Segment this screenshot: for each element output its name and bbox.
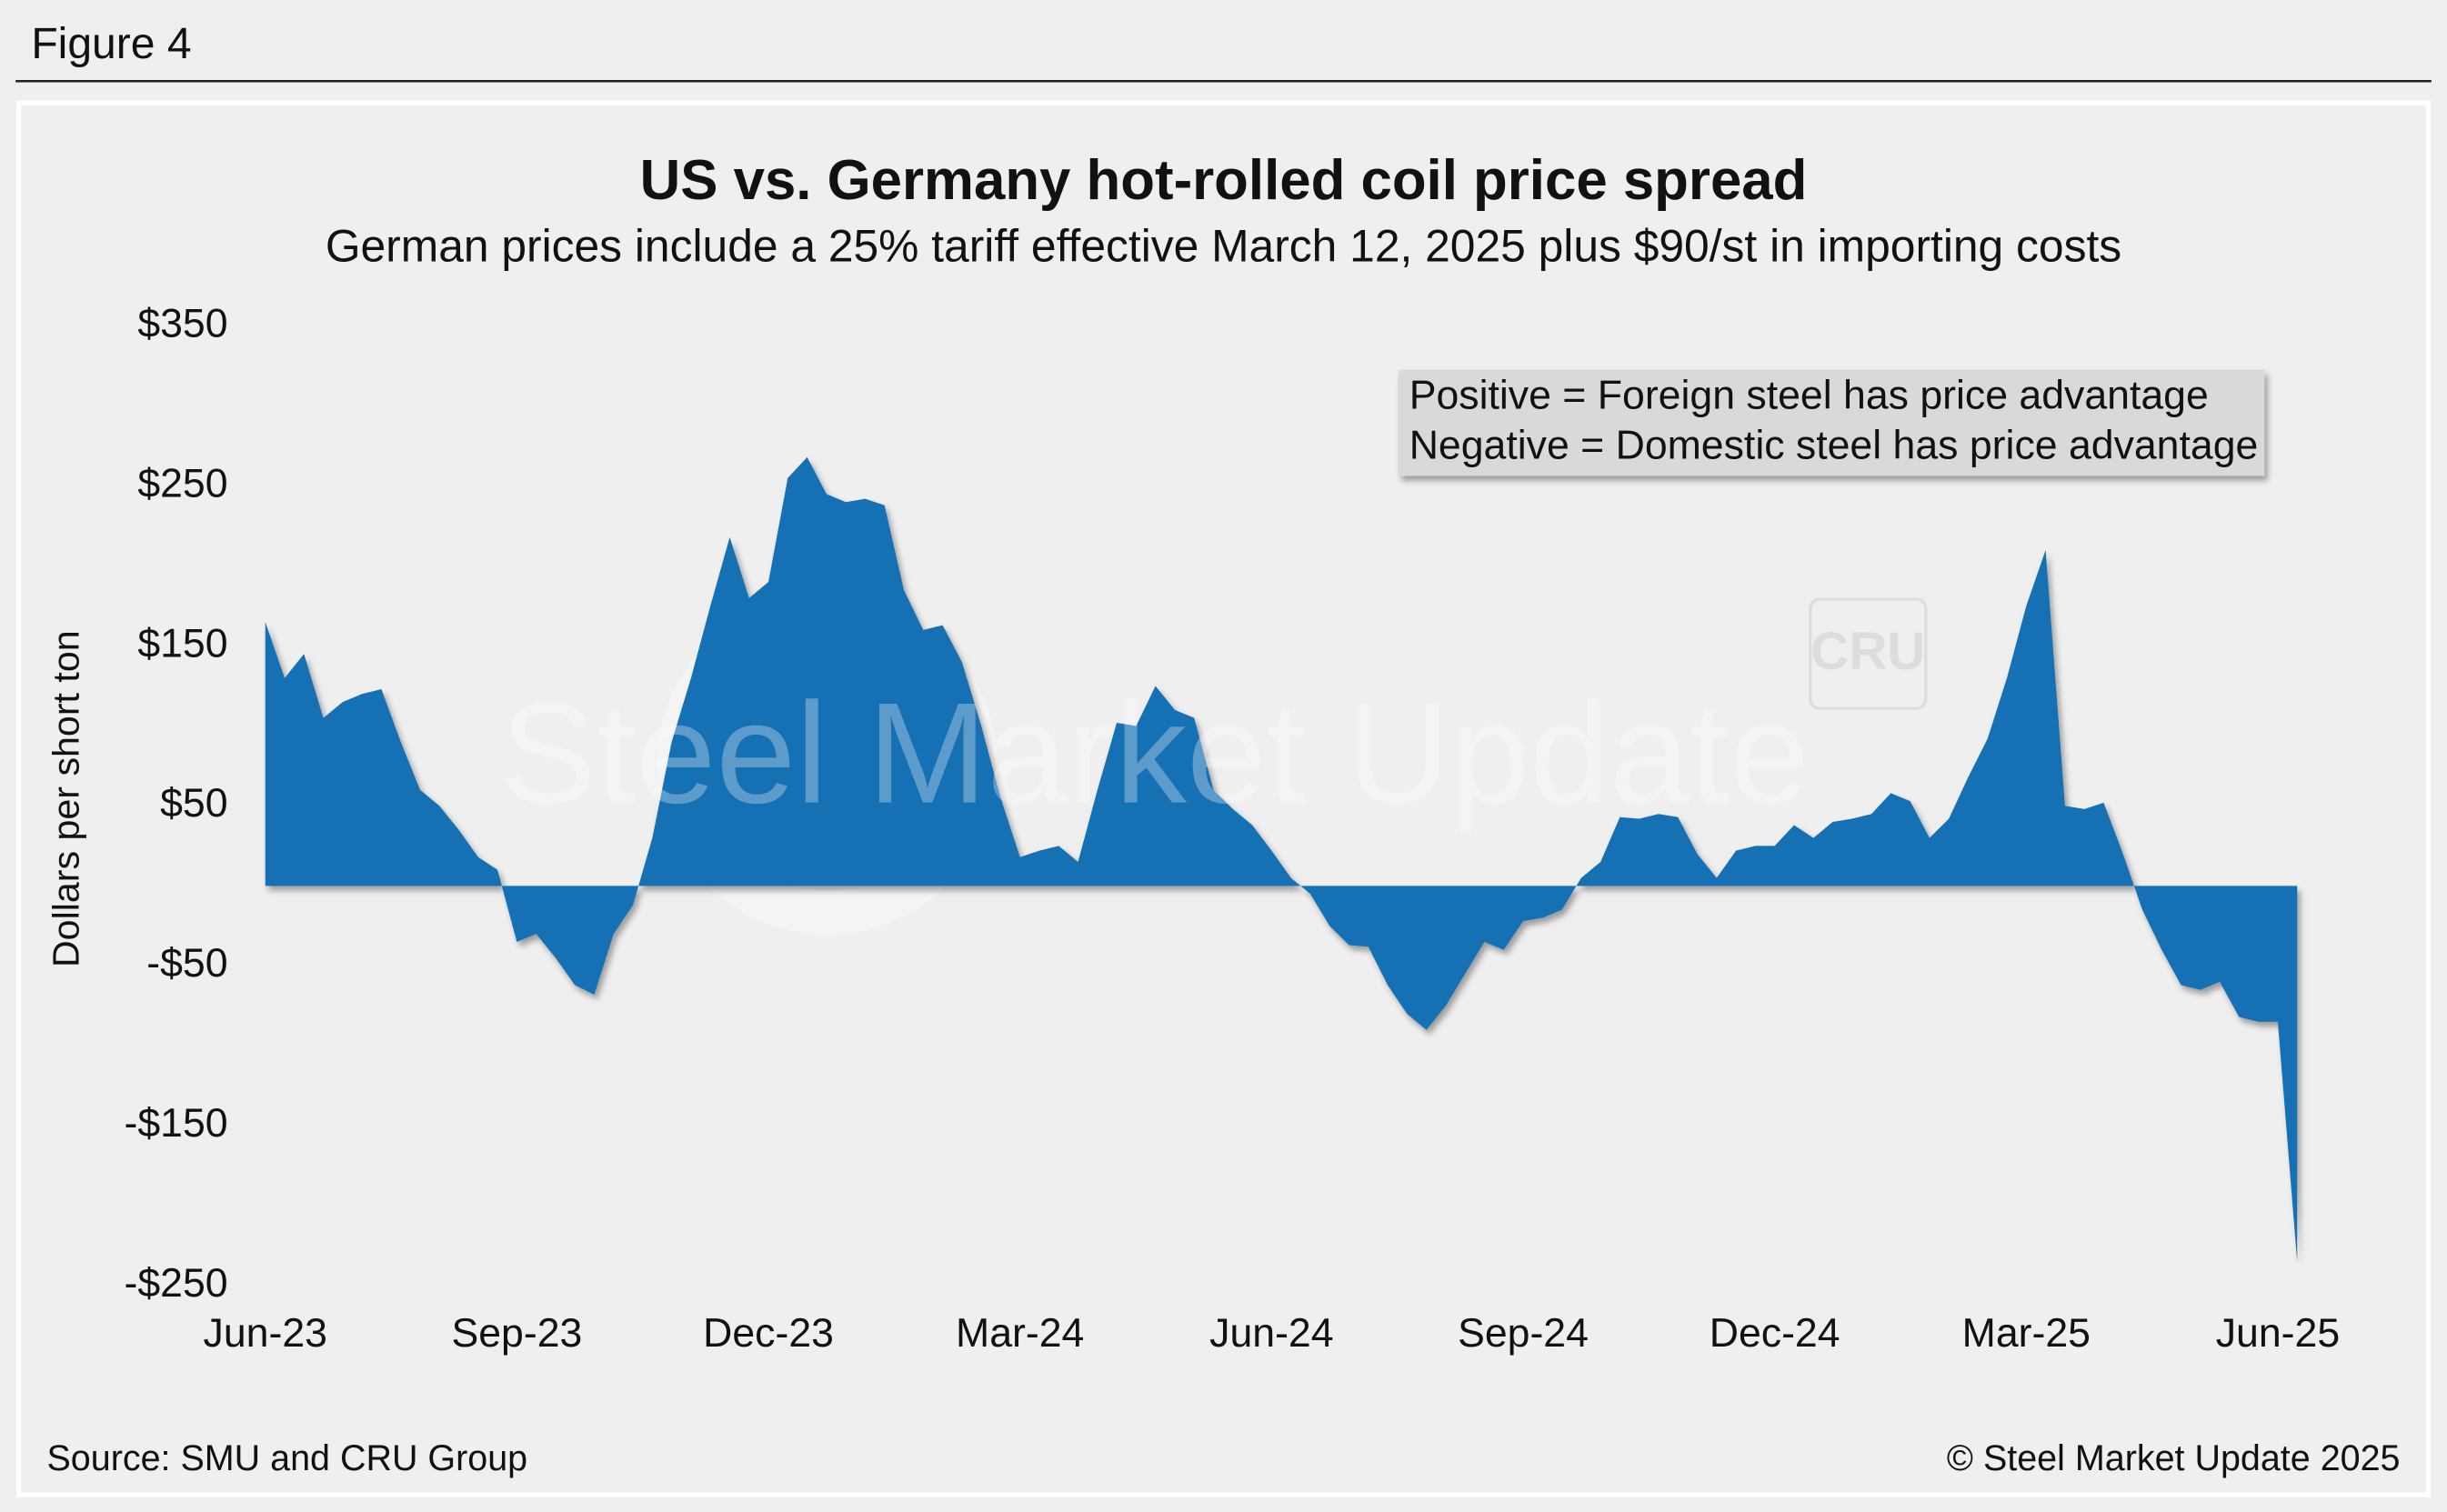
watermark: Steel Market Update xyxy=(500,674,1809,834)
y-tick-label: -$50 xyxy=(146,941,227,986)
y-tick-label: -$250 xyxy=(124,1261,227,1306)
y-tick-label: $350 xyxy=(137,301,227,345)
x-tick-label: Dec-23 xyxy=(703,1311,834,1356)
annotation: Negative = Domestic steel has price adva… xyxy=(1409,423,2259,467)
copyright: © Steel Market Update 2025 xyxy=(1947,1438,2401,1478)
y-tick-label: -$150 xyxy=(124,1101,227,1146)
x-tick-label: Sep-23 xyxy=(451,1311,582,1356)
x-tick-label: Sep-24 xyxy=(1458,1311,1589,1356)
plot xyxy=(265,456,2298,1262)
area xyxy=(265,456,2298,1262)
x-tick-label: Mar-25 xyxy=(1962,1311,2091,1356)
y-tick-label: $150 xyxy=(137,621,227,666)
y-tick-label: $50 xyxy=(160,781,227,826)
chart-title: US vs. Germany hot-rolled coil price spr… xyxy=(640,149,1808,212)
x-tick-label: Jun-25 xyxy=(2216,1311,2340,1356)
figure-label: Figure 4 xyxy=(31,20,191,68)
x-tick-label: Jun-24 xyxy=(1209,1311,1333,1356)
y-axis-label: Dollars per short ton xyxy=(45,630,86,967)
x-tick-label: Dec-24 xyxy=(1710,1311,1840,1356)
annotation: Positive = Foreign steel has price advan… xyxy=(1409,373,2209,417)
x-tick-label: Jun-23 xyxy=(204,1311,327,1356)
y-tick-label: $250 xyxy=(137,461,227,506)
source: Source: SMU and CRU Group xyxy=(46,1438,527,1478)
x-tick-label: Mar-24 xyxy=(956,1311,1084,1356)
watermark-cru: CRU xyxy=(1810,622,1925,681)
annotation-box xyxy=(1398,369,2265,476)
chart-subtitle: German prices include a 25% tariff effec… xyxy=(326,221,2121,272)
watermark-box xyxy=(1809,597,1928,710)
